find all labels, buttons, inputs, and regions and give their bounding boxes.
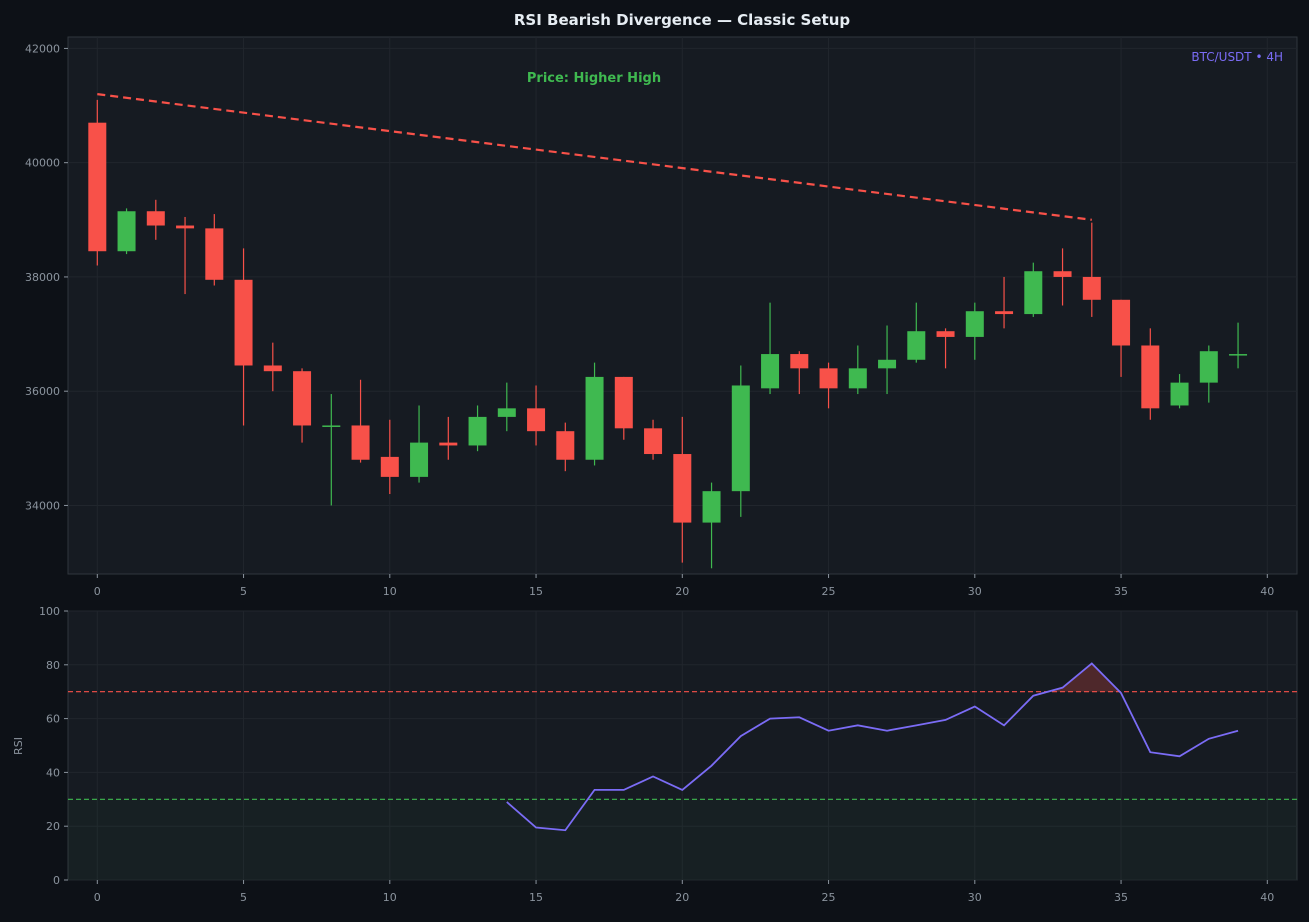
rsi-y-tick-label: 0: [53, 874, 60, 887]
price-y-tick-label: 34000: [25, 499, 60, 512]
candle-body: [1229, 354, 1248, 356]
candle-body: [995, 311, 1014, 315]
candle-body: [1141, 345, 1160, 409]
rsi-x-tick-label: 10: [383, 891, 397, 904]
candle-body: [88, 122, 107, 252]
divergence-trendline: [97, 93, 1092, 221]
candle-body: [790, 354, 809, 369]
candle-body: [1082, 276, 1101, 300]
candle-body: [644, 428, 663, 455]
rsi-x-tick-label: 0: [94, 891, 101, 904]
rsi-y-axis: 0 20 40 60 80 100: [39, 605, 68, 887]
price-candles: [88, 99, 1248, 569]
candle-body: [527, 408, 546, 432]
candle-body: [1170, 382, 1189, 406]
price-x-tick-label: 20: [675, 585, 689, 598]
rsi-y-tick-label: 40: [46, 766, 60, 779]
rsi-y-tick-label: 20: [46, 820, 60, 833]
price-y-tick-label: 38000: [25, 271, 60, 284]
price-x-axis: 0 5 10 15 20 25 30 35 40: [94, 574, 1274, 598]
price-y-tick-label: 36000: [25, 385, 60, 398]
candle-body: [497, 408, 516, 417]
candle-body: [263, 365, 282, 372]
candle-body: [907, 331, 926, 360]
divergence-annotation: Price: Higher High: [527, 71, 661, 86]
candle-body: [410, 442, 429, 477]
candle-body: [293, 371, 312, 426]
rsi-overbought-fill: [1047, 663, 1120, 692]
candle-body: [117, 211, 136, 252]
rsi-y-tick-label: 60: [46, 713, 60, 726]
price-y-axis: 34000 36000 38000 40000 42000: [25, 42, 68, 512]
candle-body: [1053, 271, 1072, 277]
price-x-tick-label: 35: [1114, 585, 1128, 598]
price-y-tick-label: 42000: [25, 42, 60, 55]
price-x-tick-label: 0: [94, 585, 101, 598]
candle-body: [585, 376, 604, 460]
candle-body: [146, 211, 165, 226]
price-x-tick-label: 10: [383, 585, 397, 598]
candle-body: [848, 368, 867, 389]
rsi-x-tick-label: 40: [1260, 891, 1274, 904]
rsi-x-tick-label: 35: [1114, 891, 1128, 904]
rsi-y-axis-label: RSI: [12, 737, 25, 755]
price-x-tick-label: 30: [968, 585, 982, 598]
rsi-grid: [68, 610, 1297, 881]
price-y-tick-label: 40000: [25, 157, 60, 170]
candle-body: [731, 385, 750, 492]
candle-body: [380, 456, 399, 477]
price-x-tick-label: 5: [240, 585, 247, 598]
price-x-tick-label: 15: [529, 585, 543, 598]
candle-body: [205, 228, 224, 280]
candle-body: [468, 416, 487, 446]
rsi-x-tick-label: 25: [822, 891, 836, 904]
rsi-oversold-zone: [68, 799, 1297, 880]
candle-body: [234, 279, 253, 366]
rsi-x-tick-label: 5: [240, 891, 247, 904]
candle-body: [1024, 271, 1043, 315]
rsi-x-axis: 0 5 10 15 20 25 30 35 40: [94, 880, 1274, 904]
candle-body: [965, 311, 984, 337]
rsi-series-line: [506, 662, 1239, 832]
candle-body: [439, 442, 458, 446]
rsi-x-tick-label: 20: [675, 891, 689, 904]
candle-body: [322, 425, 341, 427]
candle-body: [1199, 351, 1218, 383]
candle-body: [761, 354, 780, 389]
candle-body: [614, 376, 633, 429]
price-x-tick-label: 25: [822, 585, 836, 598]
rsi-x-tick-label: 15: [529, 891, 543, 904]
candle-body: [936, 331, 955, 337]
candle-body: [176, 225, 195, 229]
price-panel: Price: Higher High BTC/USDT • 4H 34000 36…: [25, 36, 1298, 598]
chart-title: RSI Bearish Divergence — Classic Setup: [514, 11, 851, 29]
candle-body: [556, 431, 575, 460]
candle-body: [673, 454, 692, 523]
rsi-y-tick-label: 80: [46, 659, 60, 672]
price-x-tick-label: 40: [1260, 585, 1274, 598]
candle-body: [819, 368, 838, 389]
candle-body: [1112, 299, 1131, 346]
pair-label: BTC/USDT • 4H: [1191, 50, 1283, 64]
rsi-y-tick-label: 100: [39, 605, 60, 618]
rsi-panel: 0 20 40 60 80 100 0 5 10 15 20 25 30 35 40 RSI: [12, 605, 1298, 904]
candle-body: [351, 425, 370, 460]
candle-body: [878, 359, 897, 369]
rsi-x-tick-label: 30: [968, 891, 982, 904]
candle-body: [702, 491, 721, 523]
